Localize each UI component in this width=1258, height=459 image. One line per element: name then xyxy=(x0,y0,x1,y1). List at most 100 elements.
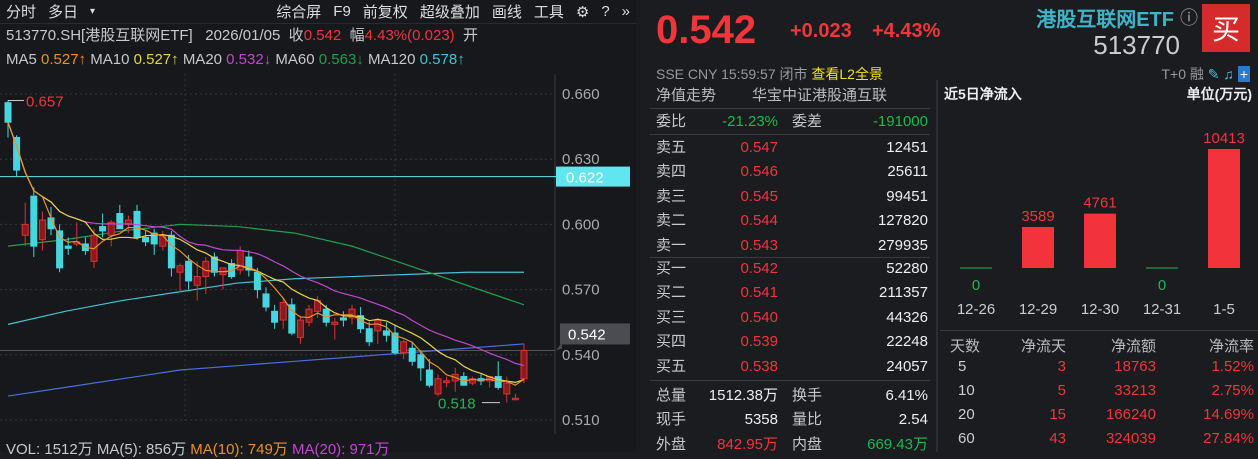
composite-screen-button[interactable]: 综合屏 xyxy=(276,4,322,21)
plus-icon[interactable]: + xyxy=(1237,66,1250,82)
info-icon[interactable]: ⓘ xyxy=(1180,8,1198,28)
bar-label: 3589 xyxy=(1021,208,1054,225)
ask-row[interactable]: 卖一 0.543 279935 xyxy=(656,234,928,258)
l2-link[interactable]: 查看L2全景 xyxy=(811,66,883,82)
candle-body xyxy=(271,310,279,323)
candle-body xyxy=(374,319,382,332)
ma-label: MA20 xyxy=(182,51,227,68)
candlestick-chart[interactable]: 0.660 0.630 0.600 0.570 0.540 0.510 0.622 0.542… xyxy=(0,74,636,434)
level-volume: 99451 xyxy=(886,187,928,205)
pencil-icon[interactable]: ✎ xyxy=(1207,66,1220,82)
adjust-button[interactable]: 前复权 xyxy=(362,4,408,21)
candle-body xyxy=(159,234,167,247)
x-tick-label: 12-29 xyxy=(1019,301,1057,318)
ma-value: 0.563↓ xyxy=(318,51,368,68)
stat-row: 外盘 842.95万 内盘 669.43万 xyxy=(656,433,928,457)
y-tick-label: 0.600 xyxy=(562,216,600,233)
bid-row[interactable]: 买二 0.541 211357 xyxy=(656,281,928,305)
last-price: 0.542 xyxy=(656,8,757,52)
level-price: 0.547 xyxy=(740,139,778,156)
bar-label: 0 xyxy=(972,277,980,294)
ma-label: MA60 xyxy=(275,51,319,68)
level-volume: 12451 xyxy=(886,139,928,156)
candle-body xyxy=(21,223,29,236)
level-volume: 52280 xyxy=(886,260,928,277)
bar xyxy=(1022,226,1054,268)
bar xyxy=(1084,213,1116,268)
table-cell: 18763 xyxy=(1114,358,1156,375)
table-cell: 1.52% xyxy=(1211,358,1254,375)
level-label: 卖一 xyxy=(656,236,687,254)
quote-time: 15:59:57 xyxy=(721,66,776,82)
candle-body xyxy=(434,378,442,395)
candle-body xyxy=(262,293,270,308)
candle-body xyxy=(331,321,339,325)
table-header: 净流率 xyxy=(1208,338,1254,355)
stat-value: 842.95万 xyxy=(717,435,778,453)
symbol-label: 513770.SH[港股互联网ETF] xyxy=(6,27,193,44)
candle-body xyxy=(107,221,115,236)
ask-row[interactable]: 卖四 0.546 25611 xyxy=(656,160,928,184)
expand-icon[interactable]: » xyxy=(621,3,630,20)
f9-button[interactable]: F9 xyxy=(333,3,351,20)
tools-button[interactable]: 工具 xyxy=(533,4,564,21)
stat-row: 总量 1512.38万 换手 6.41% xyxy=(656,384,928,408)
candle-body xyxy=(185,260,193,282)
flow-title: 近5日净流入 xyxy=(944,86,1022,102)
ask-row[interactable]: 卖二 0.544 127820 xyxy=(656,209,928,233)
bar-label: 4761 xyxy=(1083,195,1116,212)
ask-row[interactable]: 卖三 0.545 99451 xyxy=(656,185,928,209)
index-name[interactable]: 华宝中证港股通互联 xyxy=(752,87,888,104)
level-label: 卖四 xyxy=(656,163,687,181)
table-cell: 20 xyxy=(958,406,975,423)
candle-body xyxy=(425,369,433,386)
help-icon[interactable]: ? xyxy=(601,3,610,20)
table-cell: 324039 xyxy=(1105,430,1156,447)
range-value: 4.43%(0.023) xyxy=(364,27,455,44)
x-tick-label: 12-31 xyxy=(1143,301,1181,318)
ask-row[interactable]: 卖五 0.547 12451 xyxy=(656,136,928,160)
weicha-value: -191000 xyxy=(872,113,928,130)
ma-legend: MA5 0.527↑ MA10 0.527↑ MA20 0.532↓ MA60 … xyxy=(6,48,465,72)
draw-button[interactable]: 画线 xyxy=(491,4,522,21)
hline-label: 0.622 xyxy=(566,170,604,187)
nav-tab[interactable]: 净值走势 xyxy=(656,87,717,104)
y-tick-label: 0.660 xyxy=(562,86,600,103)
exchange: SSE xyxy=(656,66,685,82)
level-volume: 127820 xyxy=(877,212,928,230)
level-price: 0.542 xyxy=(740,260,778,277)
gear-icon[interactable]: ⚙ xyxy=(575,3,590,21)
candle-body xyxy=(228,263,236,278)
status-icons: T+0 融 ✎ ♫ + xyxy=(1162,64,1250,84)
bid-row[interactable]: 买三 0.540 44326 xyxy=(656,306,928,330)
candle-body xyxy=(253,271,261,291)
date-label: 2026/01/05 xyxy=(205,27,281,44)
margin-label: 融 xyxy=(1189,66,1204,82)
security-code: 513770 xyxy=(1093,30,1180,60)
flow-unit: 单位(万元) xyxy=(1186,86,1252,102)
ma-label: MA120 xyxy=(367,51,420,68)
ma250-line xyxy=(7,343,525,397)
bid-row[interactable]: 买五 0.538 24057 xyxy=(656,355,928,379)
candle-body xyxy=(4,102,12,123)
buy-button[interactable]: 买 xyxy=(1202,4,1250,52)
candle-body xyxy=(193,276,201,286)
kline-panel: 分时 多日 ▾ 综合屏 F9 前复权 超级叠加 画线 工具 ⚙ ? » 5137… xyxy=(0,0,636,458)
weicha-label: 委差 xyxy=(792,113,823,130)
y-tick-label: 0.540 xyxy=(562,347,600,364)
dropdown-icon[interactable]: ▾ xyxy=(90,6,96,17)
tab-intraday[interactable]: 分时 xyxy=(6,4,37,21)
high-label: 0.657 xyxy=(26,94,64,111)
overlay-button[interactable]: 超级叠加 xyxy=(419,4,480,21)
candle-body xyxy=(382,330,390,336)
level-price: 0.539 xyxy=(740,333,778,351)
bid-row[interactable]: 买一 0.542 52280 xyxy=(656,257,928,281)
table-header: 净流额 xyxy=(1110,338,1156,355)
range-label: 幅 xyxy=(349,27,365,44)
tab-multiday[interactable]: 多日 xyxy=(48,4,79,21)
candle-body xyxy=(288,304,296,334)
level-label: 买三 xyxy=(656,308,687,326)
market-status: 闭市 xyxy=(779,66,808,82)
bid-row[interactable]: 买四 0.539 22248 xyxy=(656,330,928,354)
bell-icon[interactable]: ♫ xyxy=(1223,66,1234,82)
